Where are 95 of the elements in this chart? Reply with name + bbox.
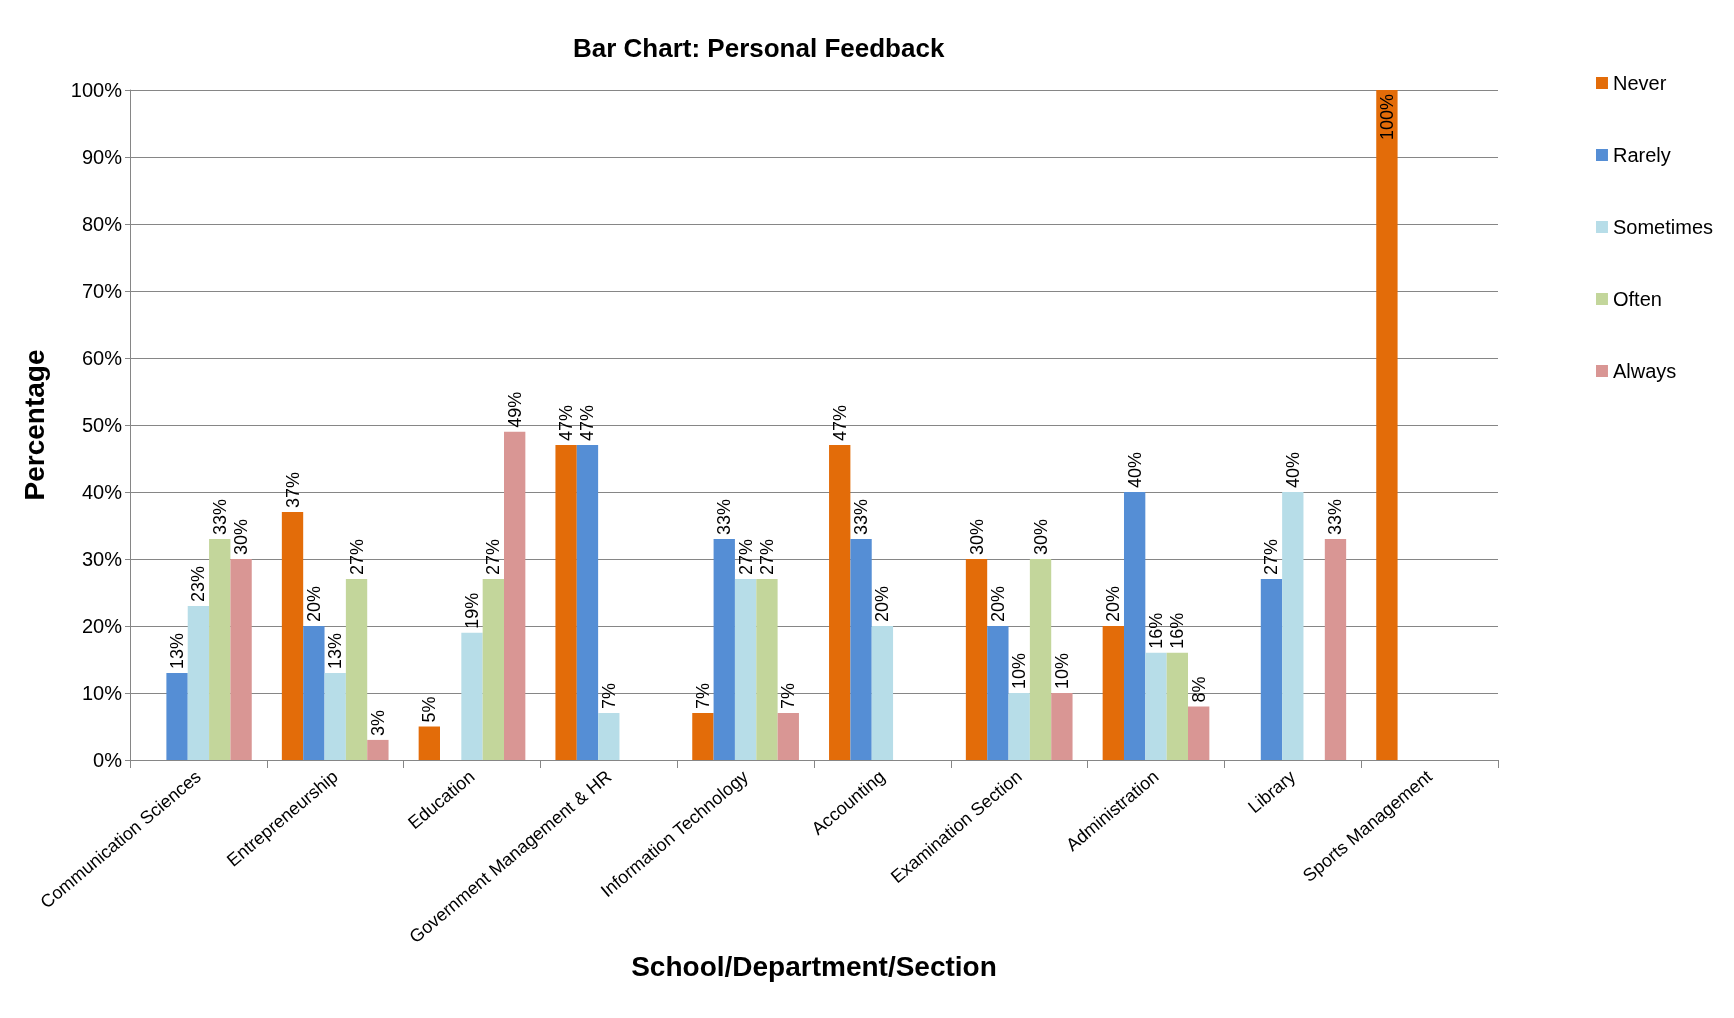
data-label: 13% [325, 632, 346, 669]
bar [598, 713, 620, 760]
bar [555, 445, 577, 760]
data-label: 27% [756, 539, 777, 576]
data-label: 30% [1030, 518, 1051, 555]
bar [713, 538, 735, 760]
y-axis-title: Percentage [18, 349, 50, 501]
y-tick-label: 90% [81, 146, 123, 168]
bar [987, 626, 1009, 760]
bar [418, 726, 440, 760]
bar [1029, 559, 1052, 760]
data-label: 33% [714, 498, 735, 535]
bar [1166, 652, 1189, 760]
y-tick-label: 40% [81, 481, 123, 503]
data-label: 47% [556, 405, 577, 442]
bar [1051, 693, 1073, 760]
bar [1324, 538, 1347, 760]
data-label: 5% [419, 696, 440, 723]
bar [576, 445, 599, 760]
data-label: 20% [1103, 585, 1124, 622]
y-tick-label: 100% [70, 79, 123, 101]
data-label: 37% [282, 472, 303, 509]
y-tick-label: 30% [81, 548, 123, 570]
y-tick-label: 20% [81, 615, 123, 637]
bar [850, 538, 872, 760]
data-label: 20% [303, 585, 324, 622]
data-label: 49% [504, 391, 525, 428]
bar [777, 713, 799, 760]
bar [461, 632, 483, 760]
y-tick-label: 70% [81, 280, 123, 302]
bar [829, 445, 851, 760]
legend-label: Always [1612, 360, 1677, 382]
bar [692, 713, 714, 760]
x-axis-title: School/Department/Section [631, 951, 997, 983]
data-label: 40% [1282, 451, 1303, 488]
data-label: 40% [1124, 451, 1145, 488]
data-label: 20% [872, 585, 893, 622]
data-label: 47% [829, 405, 850, 442]
data-label: 19% [462, 592, 482, 629]
bar [1282, 492, 1304, 760]
data-label: 7% [778, 683, 799, 710]
bar [1145, 652, 1167, 760]
bar [166, 672, 188, 760]
data-label: 33% [209, 498, 230, 535]
bar [1260, 579, 1283, 760]
data-label: 16% [1167, 612, 1188, 649]
legend-label: Sometimes [1612, 216, 1713, 238]
data-label: 10% [1051, 652, 1072, 689]
data-label: 27% [1261, 539, 1282, 576]
legend-label: Often [1612, 288, 1662, 310]
bar [1188, 706, 1210, 760]
bar [345, 579, 368, 760]
y-tick-label: 80% [81, 213, 123, 235]
data-label: 7% [692, 683, 713, 710]
data-label: 47% [577, 405, 598, 442]
bar [187, 605, 210, 760]
data-label: 27% [735, 539, 756, 576]
bar [367, 739, 389, 760]
bar [1123, 492, 1146, 760]
bar [482, 579, 505, 760]
data-label: 23% [188, 565, 209, 602]
data-label: 30% [231, 518, 252, 555]
bar [1102, 626, 1124, 760]
bar [1008, 693, 1030, 760]
data-label: 16% [1146, 612, 1166, 649]
y-tick-label: 0% [93, 749, 123, 771]
chart-title: Bar Chart: Personal Feedback [573, 33, 945, 63]
data-label: 33% [851, 498, 872, 535]
data-label: 8% [1188, 676, 1209, 703]
data-label: 27% [346, 539, 367, 576]
bar [324, 672, 346, 760]
data-label: 30% [966, 518, 987, 555]
data-label: 10% [1009, 652, 1030, 689]
data-label: 7% [598, 683, 619, 710]
bar [734, 579, 757, 760]
bar [230, 559, 252, 760]
y-tick-label: 50% [81, 414, 123, 436]
data-label: 20% [987, 585, 1008, 622]
bar [303, 626, 325, 760]
data-label: 3% [367, 709, 388, 736]
bar [504, 431, 526, 760]
y-tick-label: 10% [81, 682, 123, 704]
legend-label: Rarely [1612, 144, 1671, 166]
data-label: 13% [167, 632, 188, 669]
bar [756, 579, 778, 760]
data-label: 100% [1376, 94, 1397, 141]
data-label: 27% [483, 539, 504, 576]
bar [1376, 90, 1398, 760]
bar [281, 512, 304, 760]
y-tick-label: 60% [81, 347, 123, 369]
data-label: 33% [1325, 498, 1346, 535]
bar [871, 626, 894, 760]
bar [965, 559, 988, 760]
legend-label: Never [1612, 72, 1667, 94]
bar [209, 538, 231, 760]
